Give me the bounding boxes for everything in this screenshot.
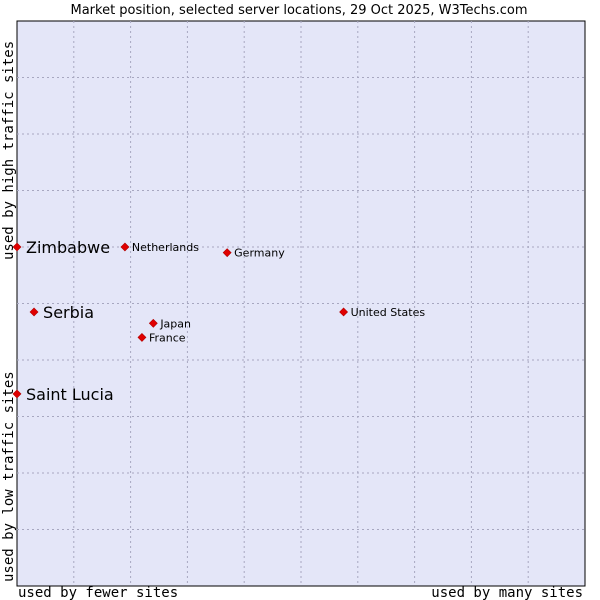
data-point-marker	[12, 389, 22, 399]
data-point-marker	[29, 307, 39, 317]
data-point-marker	[137, 332, 147, 342]
data-point-marker	[222, 248, 232, 258]
data-point-marker	[120, 242, 130, 252]
data-point-label: France	[149, 331, 186, 344]
data-point-label: Japan	[159, 317, 191, 330]
data-point-marker	[148, 318, 158, 328]
x-axis-label-right: used by many sites	[431, 585, 583, 600]
y-axis-label-low: used by low traffic sites	[1, 371, 17, 582]
data-point-label: Saint Lucia	[26, 385, 114, 404]
data-point-label: Netherlands	[132, 241, 199, 254]
data-point-label: Serbia	[43, 303, 94, 322]
grid-lines	[17, 21, 585, 586]
data-point-label: Zimbabwe	[26, 238, 110, 257]
y-axis-label-high: used by high traffic sites	[1, 41, 17, 260]
data-point-label: United States	[351, 306, 426, 319]
data-point-marker	[12, 242, 22, 252]
data-points: Zimbabwe Serbia Saint Lucia Netherlands Germ…	[12, 238, 426, 404]
data-point-marker	[339, 307, 349, 317]
chart-title: Market position, selected server locatio…	[70, 3, 527, 18]
data-point-label: Germany	[234, 247, 285, 260]
x-axis-label-left: used by fewer sites	[18, 585, 178, 600]
